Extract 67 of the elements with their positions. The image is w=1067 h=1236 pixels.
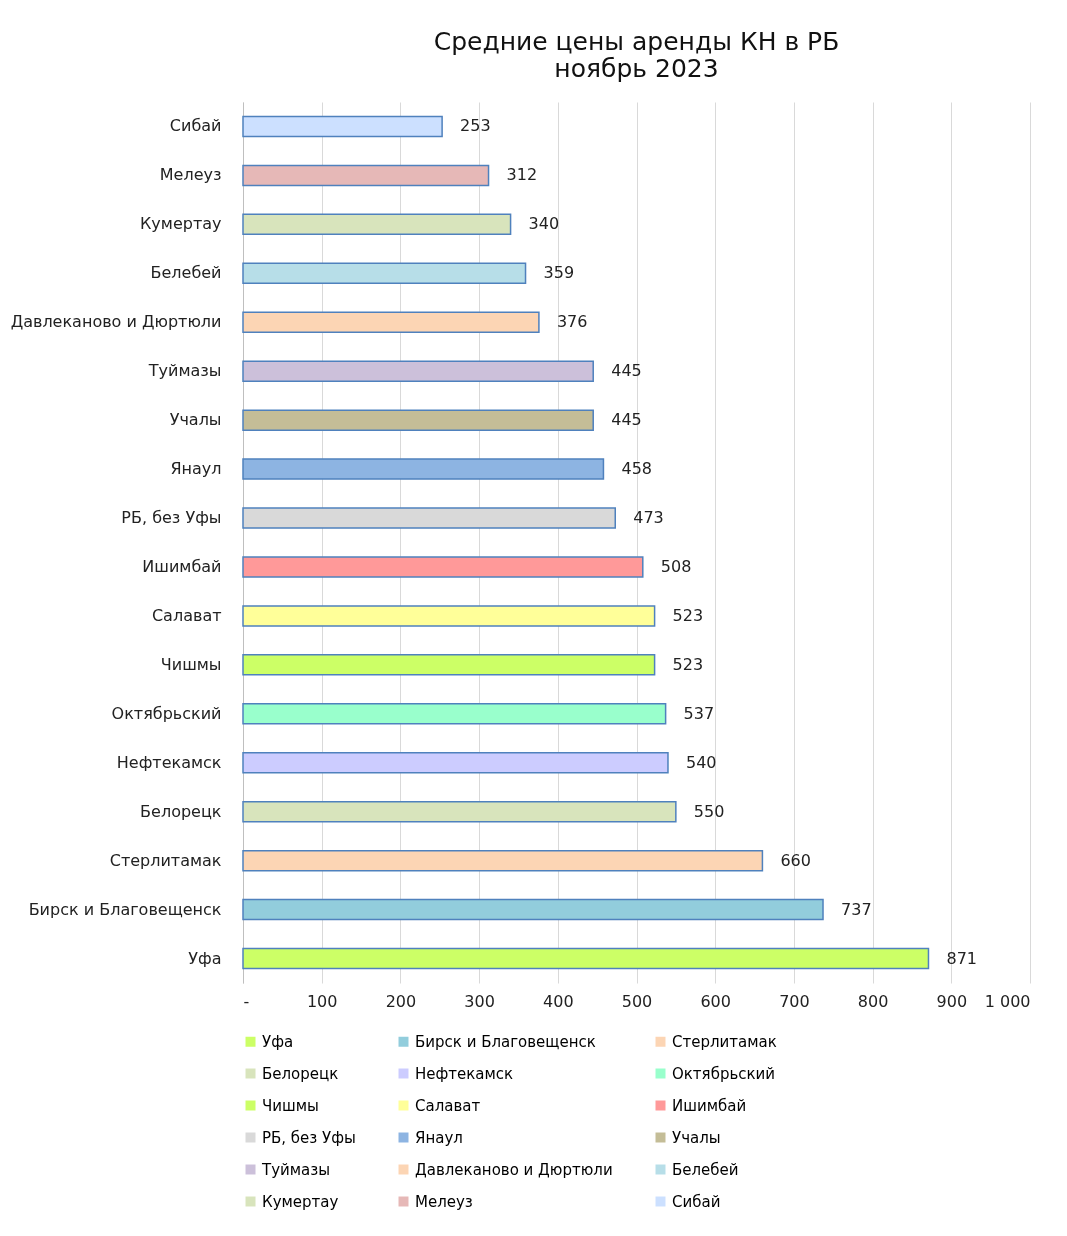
y-tick-label: Салават	[151, 605, 222, 625]
legend-label: Давлеканово и Дюртюли	[415, 1160, 613, 1179]
legend-label: Учалы	[672, 1128, 721, 1147]
y-tick-label: Сибай	[169, 116, 222, 136]
legend-label: Салават	[415, 1096, 481, 1115]
x-tick-label: 900	[936, 991, 968, 1011]
data-label: 537	[683, 703, 715, 723]
legend-label: Стерлитамак	[672, 1032, 777, 1051]
y-tick-label: Давлеканово и Дюртюли	[10, 312, 222, 332]
data-label: 660	[780, 850, 811, 870]
legend-label: Чишмы	[262, 1096, 319, 1115]
legend-label: Кумертау	[262, 1192, 339, 1211]
y-tick-label: Стерлитамак	[109, 850, 222, 870]
data-label: 871	[946, 948, 978, 968]
data-label: 523	[672, 605, 704, 625]
legend-label: Туймазы	[261, 1160, 331, 1179]
y-tick-label: Бирск и Благовещенск	[28, 899, 222, 919]
data-label: 523	[672, 654, 704, 674]
y-tick-label: Белебей	[150, 263, 222, 283]
text: Средние цены аренды КН в РБ	[433, 27, 840, 56]
y-tick-label: Кумертау	[140, 214, 222, 234]
legend-label: Бирск и Благовещенск	[415, 1032, 596, 1051]
legend-label: Белорецк	[262, 1064, 339, 1083]
y-tick-label: Нефтекамск	[116, 752, 222, 772]
x-tick-label: -	[243, 991, 250, 1011]
text: ноябрь 2023	[554, 54, 719, 83]
data-label: 508	[660, 556, 692, 576]
legend-label: Белебей	[672, 1160, 739, 1179]
y-tick-label: РБ, без Уфы	[121, 508, 222, 528]
data-label: 253	[460, 116, 491, 136]
y-tick-label: Туймазы	[147, 361, 222, 381]
y-tick-label: Янаул	[170, 459, 222, 479]
x-tick-label: 600	[700, 991, 731, 1011]
x-tick-label: 400	[543, 991, 574, 1011]
y-tick-label: Октябрьский	[111, 703, 222, 723]
x-tick-label: 800	[857, 991, 889, 1011]
x-tick-label: 700	[779, 991, 810, 1011]
data-label: 540	[685, 752, 717, 772]
data-label: 312	[506, 165, 538, 185]
legend-label: Уфа	[262, 1032, 294, 1051]
x-tick-label: 1 000	[984, 991, 1031, 1011]
y-tick-label: Уфа	[188, 948, 222, 968]
y-tick-label: Мелеуз	[159, 165, 222, 185]
y-tick-label: Учалы	[169, 410, 222, 430]
x-tick-label: 100	[306, 991, 338, 1011]
legend-label: Ишимбай	[672, 1096, 747, 1115]
x-tick-label: 500	[621, 991, 653, 1011]
data-label: 550	[693, 801, 725, 821]
data-label: 340	[528, 214, 560, 234]
y-tick-label: Чишмы	[160, 654, 222, 674]
data-label: 359	[543, 263, 575, 283]
data-label: 445	[611, 361, 642, 381]
data-label: 737	[841, 899, 872, 919]
legend-label: РБ, без Уфы	[262, 1128, 356, 1147]
y-tick-label: Ишимбай	[142, 556, 222, 576]
legend-label: Сибай	[672, 1192, 721, 1211]
x-tick-label: 300	[464, 991, 495, 1011]
legend-label: Мелеуз	[415, 1192, 473, 1211]
legend-label: Янаул	[415, 1128, 463, 1147]
data-label: 376	[556, 312, 588, 332]
legend-label: Нефтекамск	[415, 1064, 514, 1083]
data-label: 473	[633, 508, 664, 528]
data-label: 445	[611, 410, 642, 430]
y-tick-label: Белорецк	[140, 801, 222, 821]
data-label: 458	[621, 459, 652, 479]
x-tick-label: 200	[385, 991, 417, 1011]
legend-label: Октябрьский	[672, 1064, 776, 1083]
